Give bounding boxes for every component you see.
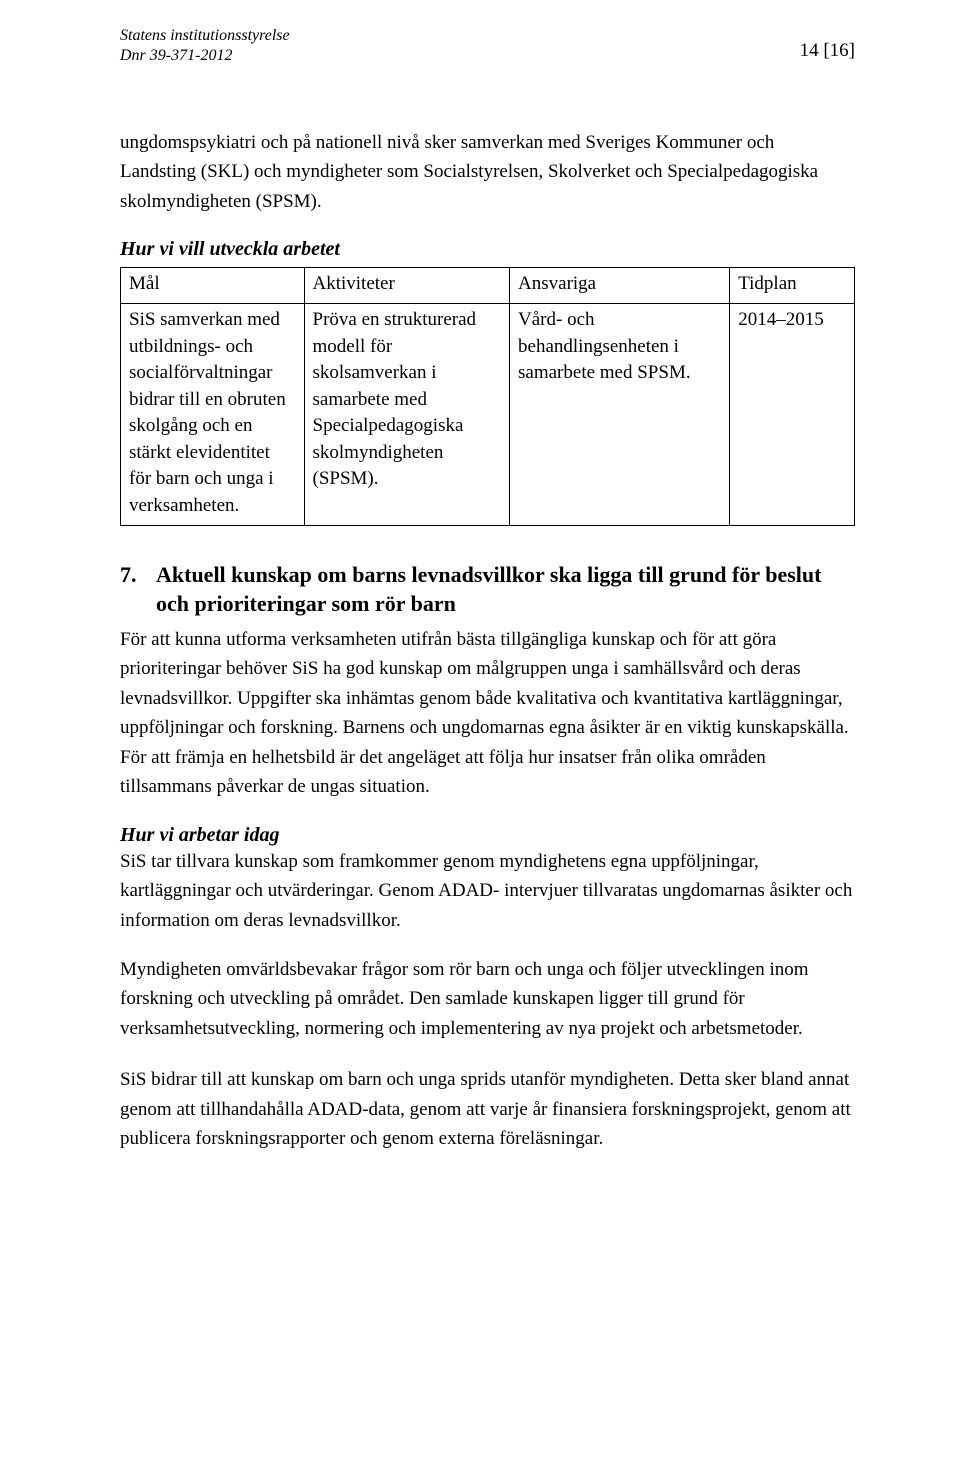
cell-tid: 2014–2015: [730, 303, 855, 525]
dnr: Dnr 39-371-2012: [120, 46, 290, 66]
subheading-today: Hur vi arbetar idag: [120, 824, 855, 847]
develop-table: Mål Aktiviteter Ansvariga Tidplan SiS sa…: [120, 267, 855, 525]
section-7-number: 7.: [120, 560, 156, 590]
section-7-heading: 7.Aktuell kunskap om barns levnadsvillko…: [120, 560, 855, 619]
section-7-title: Aktuell kunskap om barns levnadsvillkor …: [156, 562, 821, 617]
col-header-ans: Ansvariga: [510, 268, 730, 304]
page-number: 14 [16]: [800, 26, 855, 62]
table-header-row: Mål Aktiviteter Ansvariga Tidplan: [121, 268, 855, 304]
col-header-mal: Mål: [121, 268, 305, 304]
intro-paragraph: ungdomspsykiatri och på nationell nivå s…: [120, 128, 855, 216]
cell-akt: Pröva en strukturerad modell för skolsam…: [304, 303, 510, 525]
today-para-2: Myndigheten omvärldsbevakar frågor som r…: [120, 955, 855, 1043]
header-left: Statens institutionsstyrelse Dnr 39-371-…: [120, 26, 290, 66]
page: Statens institutionsstyrelse Dnr 39-371-…: [0, 0, 960, 1473]
col-header-tid: Tidplan: [730, 268, 855, 304]
cell-ans: Vård- och behandlingsenheten i samarbete…: [510, 303, 730, 525]
org-name: Statens institutionsstyrelse: [120, 26, 290, 46]
section-7-paragraph: För att kunna utforma verksamheten utifr…: [120, 625, 855, 802]
today-para-1: SiS tar tillvara kunskap som framkommer …: [120, 847, 855, 935]
table-row: SiS samverkan med utbildnings- och socia…: [121, 303, 855, 525]
cell-mal: SiS samverkan med utbildnings- och socia…: [121, 303, 305, 525]
subheading-develop: Hur vi vill utveckla arbetet: [120, 238, 855, 261]
today-para-3: SiS bidrar till att kunskap om barn och …: [120, 1065, 855, 1153]
col-header-akt: Aktiviteter: [304, 268, 510, 304]
page-header: Statens institutionsstyrelse Dnr 39-371-…: [120, 26, 855, 66]
